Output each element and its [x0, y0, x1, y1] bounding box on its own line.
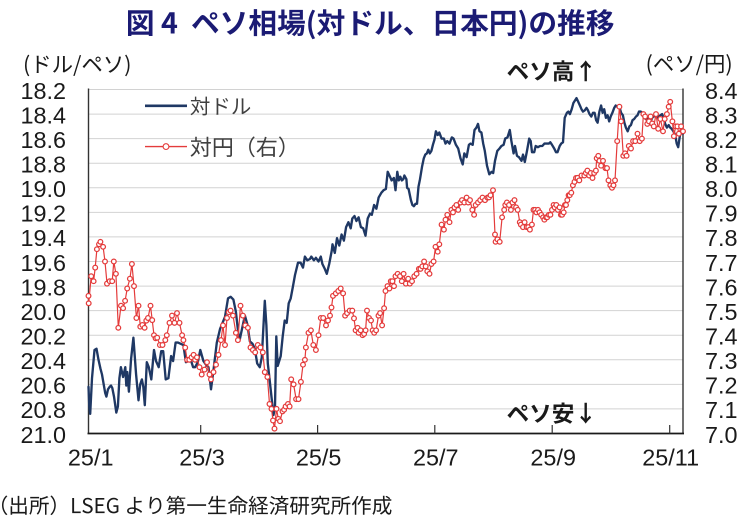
svg-text:25/5: 25/5 [296, 445, 342, 471]
svg-text:7.5: 7.5 [705, 299, 738, 325]
svg-text:7.6: 7.6 [705, 274, 738, 300]
svg-text:25/11: 25/11 [642, 445, 699, 471]
svg-text:7.0: 7.0 [705, 422, 738, 448]
svg-text:25/3: 25/3 [179, 445, 225, 471]
svg-text:8.1: 8.1 [705, 152, 738, 178]
svg-text:19.4: 19.4 [20, 225, 66, 251]
svg-text:7.8: 7.8 [705, 225, 738, 251]
svg-text:18.4: 18.4 [20, 102, 66, 128]
svg-text:7.9: 7.9 [705, 201, 738, 227]
svg-text:8.4: 8.4 [705, 78, 738, 104]
svg-text:7.3: 7.3 [705, 348, 738, 374]
svg-text:7.1: 7.1 [705, 397, 738, 423]
svg-text:7.2: 7.2 [705, 373, 738, 399]
svg-text:19.2: 19.2 [20, 201, 66, 227]
svg-text:20.4: 20.4 [20, 348, 66, 374]
svg-text:18.8: 18.8 [20, 152, 66, 178]
svg-text:20.0: 20.0 [20, 299, 66, 325]
svg-text:21.0: 21.0 [20, 422, 66, 448]
svg-text:8.3: 8.3 [705, 102, 738, 128]
svg-text:19.6: 19.6 [20, 250, 66, 276]
svg-text:20.8: 20.8 [20, 397, 66, 423]
svg-text:20.6: 20.6 [20, 373, 66, 399]
svg-text:8.0: 8.0 [705, 176, 738, 202]
svg-text:20.2: 20.2 [20, 324, 66, 350]
svg-text:19.8: 19.8 [20, 274, 66, 300]
svg-text:18.2: 18.2 [20, 78, 66, 104]
svg-text:7.7: 7.7 [705, 250, 738, 276]
svg-text:8.2: 8.2 [705, 127, 738, 153]
svg-text:25/1: 25/1 [68, 445, 114, 471]
svg-text:18.6: 18.6 [20, 127, 66, 153]
svg-text:25/9: 25/9 [530, 445, 576, 471]
svg-text:7.4: 7.4 [705, 324, 738, 350]
svg-text:19.0: 19.0 [20, 176, 66, 202]
svg-text:25/7: 25/7 [413, 445, 459, 471]
